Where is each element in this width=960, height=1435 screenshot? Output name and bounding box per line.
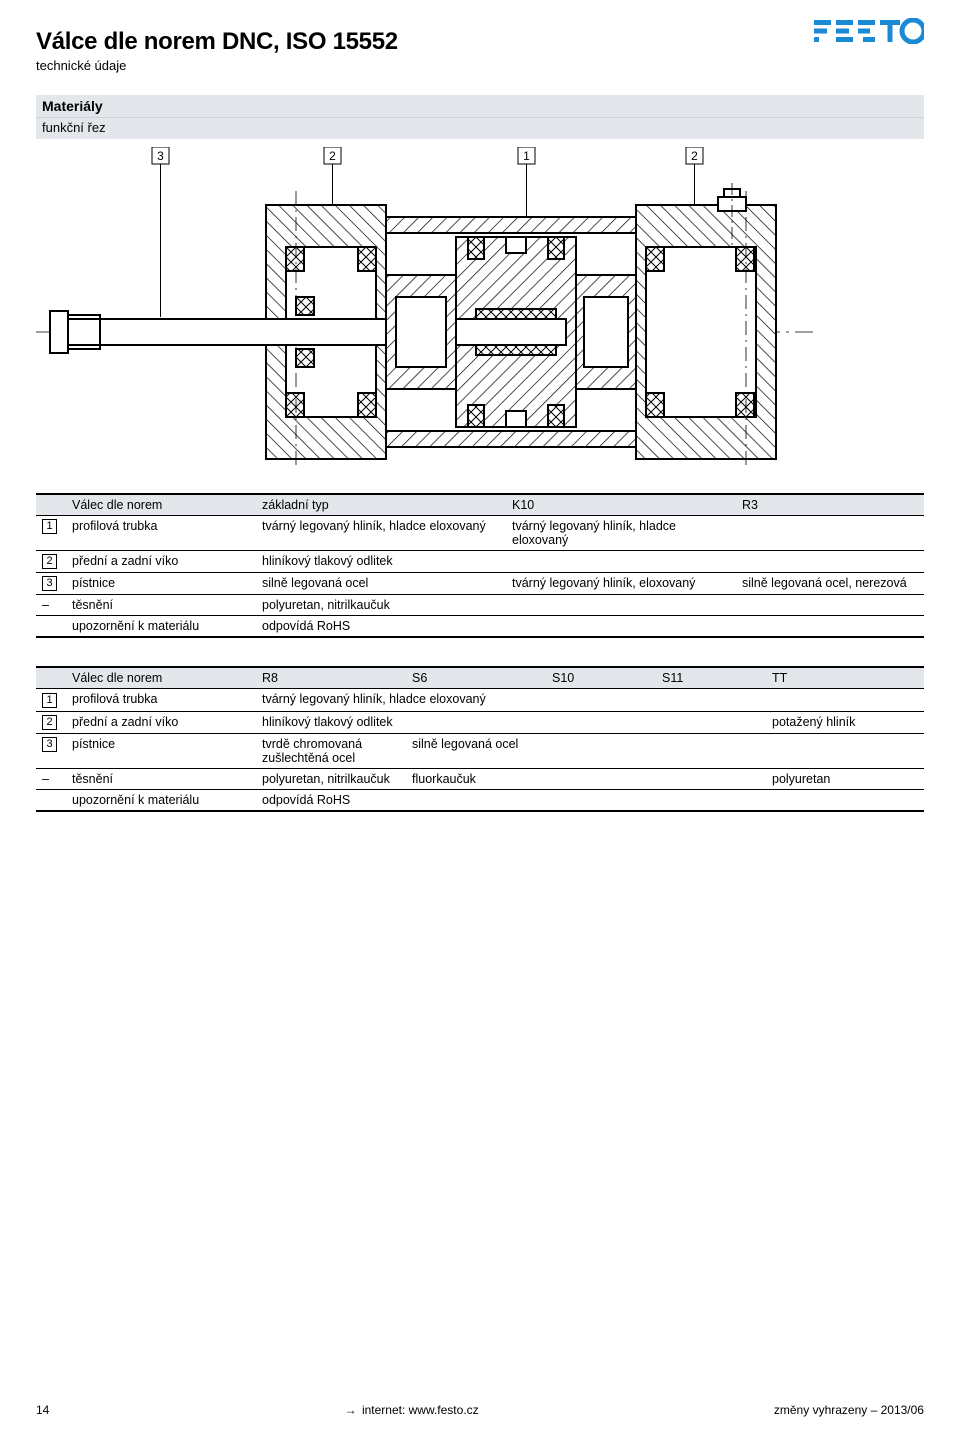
t1-r2-idx: 3 bbox=[42, 576, 57, 591]
t2-r2-label: pístnice bbox=[66, 733, 256, 768]
callout-3: 3 bbox=[157, 149, 164, 163]
t2-r2-idx: 3 bbox=[42, 737, 57, 752]
t2-r1-c2: hliníkový tlakový odlitek bbox=[256, 711, 766, 733]
t1-r1-label: přední a zadní víko bbox=[66, 551, 256, 573]
page-footer: 14 → internet: www.festo.cz změny vyhraz… bbox=[36, 1403, 924, 1417]
section-subtitle: funkční řez bbox=[36, 117, 924, 139]
t1-r0-c3: tvárný legovaný hliník, hladce eloxovaný bbox=[506, 516, 736, 551]
t2-r0-label: profilová trubka bbox=[66, 689, 256, 711]
t2-r0-c2: tvárný legovaný hliník, hladce eloxovaný bbox=[256, 689, 924, 711]
t2-r1-idx: 2 bbox=[42, 715, 57, 730]
materials-table-2: Válec dle norem R8 S6 S10 S11 TT 1 profi… bbox=[36, 666, 924, 811]
t2-r3-c6: polyuretan bbox=[766, 768, 924, 789]
t1-hdr-c2: základní typ bbox=[256, 494, 506, 516]
callout-2a: 2 bbox=[329, 149, 336, 163]
t1-r0-label: profilová trubka bbox=[66, 516, 256, 551]
t2-hdr-label: Válec dle norem bbox=[66, 667, 256, 689]
t1-r2-c4: silně legovaná ocel, nerezová bbox=[736, 573, 924, 595]
section-title: Materiály bbox=[36, 95, 924, 117]
t1-hdr-c3: K10 bbox=[506, 494, 736, 516]
page-subtitle: technické údaje bbox=[36, 58, 924, 73]
t2-r1-c6: potažený hliník bbox=[766, 711, 924, 733]
brand-logo bbox=[814, 18, 924, 44]
t1-r2-label: pístnice bbox=[66, 573, 256, 595]
t2-r3-label: těsnění bbox=[66, 768, 256, 789]
t1-hdr-label: Válec dle norem bbox=[66, 494, 256, 516]
t1-r1-c2: hliníkový tlakový odlitek bbox=[256, 551, 924, 573]
cross-section-diagram: 3 2 1 2 bbox=[36, 147, 924, 467]
t1-r0-c4 bbox=[736, 516, 924, 551]
callout-2b: 2 bbox=[691, 149, 698, 163]
t2-r3-c3: fluorkaučuk bbox=[406, 768, 766, 789]
t2-r4-c2: odpovídá RoHS bbox=[256, 789, 924, 811]
t1-r0-c2: tvárný legovaný hliník, hladce eloxovaný bbox=[256, 516, 506, 551]
t1-r2-c3: tvárný legovaný hliník, eloxovaný bbox=[506, 573, 736, 595]
t1-hdr-c4: R3 bbox=[736, 494, 924, 516]
t2-r2-c2: tvrdě chromovaná zušlechtěná ocel bbox=[256, 733, 406, 768]
footer-right: změny vyhrazeny – 2013/06 bbox=[774, 1403, 924, 1417]
t2-r3-idx: – bbox=[36, 768, 66, 789]
t1-r2-c2: silně legovaná ocel bbox=[256, 573, 506, 595]
t2-hdr-c2: S10 bbox=[546, 667, 656, 689]
callout-1: 1 bbox=[523, 149, 530, 163]
t2-r1-label: přední a zadní víko bbox=[66, 711, 256, 733]
t2-hdr-c4: TT bbox=[766, 667, 924, 689]
footer-link: internet: www.festo.cz bbox=[362, 1403, 479, 1417]
page-number: 14 bbox=[36, 1403, 49, 1417]
t2-hdr-c1: S6 bbox=[406, 667, 546, 689]
t2-r2-c3: silně legovaná ocel bbox=[406, 733, 924, 768]
t2-r3-c2: polyuretan, nitrilkaučuk bbox=[256, 768, 406, 789]
t1-r4-label: upozornění k materiálu bbox=[66, 616, 256, 638]
t2-hdr-c0: R8 bbox=[256, 667, 406, 689]
t2-hdr-c3: S11 bbox=[656, 667, 766, 689]
t1-r3-idx: – bbox=[36, 595, 66, 616]
t1-r4-c2: odpovídá RoHS bbox=[256, 616, 924, 638]
materials-table-1: Válec dle norem základní typ K10 R3 1 pr… bbox=[36, 493, 924, 638]
arrow-icon: → bbox=[345, 1403, 357, 1417]
t2-r0-idx: 1 bbox=[42, 693, 57, 708]
t1-r3-c2: polyuretan, nitrilkaučuk bbox=[256, 595, 924, 616]
t2-r4-label: upozornění k materiálu bbox=[66, 789, 256, 811]
t1-r3-label: těsnění bbox=[66, 595, 256, 616]
page-title: Válce dle norem DNC, ISO 15552 bbox=[36, 28, 924, 56]
t1-r0-idx: 1 bbox=[42, 519, 57, 534]
t1-r1-idx: 2 bbox=[42, 554, 57, 569]
